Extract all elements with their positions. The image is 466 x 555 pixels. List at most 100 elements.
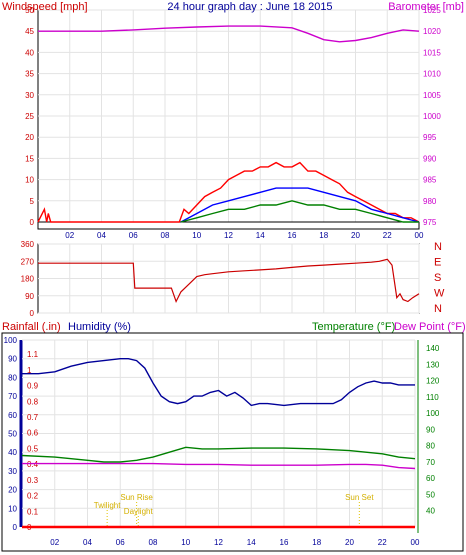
rain-y-tick: 0.4 bbox=[27, 460, 39, 469]
compass-label: E bbox=[434, 257, 441, 269]
barometer-y-label: Barometer [mb] bbox=[388, 1, 464, 13]
rain-y-tick: 0.7 bbox=[27, 413, 39, 422]
humidity-y-tick: 0 bbox=[13, 523, 18, 532]
temperature-y-tick: 120 bbox=[426, 377, 440, 386]
wind-x-tick: 20 bbox=[351, 231, 360, 240]
barometer-y-tick: 1000 bbox=[423, 112, 441, 121]
humidity-y-tick: 30 bbox=[8, 467, 17, 476]
rain-y-tick: 0.6 bbox=[27, 429, 39, 438]
bottom-x-tick: 02 bbox=[50, 538, 59, 547]
wind-y-tick: 40 bbox=[25, 48, 34, 57]
direction-y-tick: 180 bbox=[21, 275, 35, 284]
temperature-y-tick: 110 bbox=[426, 393, 439, 402]
rain-y-tick: 0.9 bbox=[27, 382, 39, 391]
bottom-x-tick: 00 bbox=[411, 538, 420, 547]
rain-y-tick: 0.8 bbox=[27, 397, 39, 406]
barometer-y-tick: 1025 bbox=[423, 6, 441, 15]
sun-annotation: Daylight bbox=[124, 507, 154, 516]
wind-x-tick: 14 bbox=[256, 231, 265, 240]
compass-label: N bbox=[434, 303, 442, 315]
temperature-y-tick: 50 bbox=[426, 490, 435, 499]
bottom-x-tick: 16 bbox=[280, 538, 289, 547]
sun-annotation: Sun Rise bbox=[120, 493, 153, 502]
wind-y-tick: 5 bbox=[30, 197, 35, 206]
temperature-y-tick: 140 bbox=[426, 344, 440, 353]
temperature-y-tick: 90 bbox=[426, 425, 435, 434]
bottom-x-tick: 22 bbox=[378, 538, 387, 547]
series-line-windspeed-mph- bbox=[37, 161, 420, 223]
bottom-x-tick: 18 bbox=[312, 538, 321, 547]
bottom-x-tick: 06 bbox=[116, 538, 125, 547]
temperature-label: Temperature (°F) bbox=[312, 321, 395, 333]
temperature-y-tick: 130 bbox=[426, 360, 440, 369]
series-line-gust bbox=[180, 187, 420, 223]
wind-y-tick: 50 bbox=[25, 6, 34, 15]
direction-y-tick: 90 bbox=[25, 292, 34, 301]
series-line-humidity- bbox=[22, 358, 415, 407]
rain-y-tick: 0.1 bbox=[27, 507, 39, 516]
bottom-x-tick: 10 bbox=[181, 538, 190, 547]
humidity-y-tick: 70 bbox=[8, 392, 17, 401]
barometer-y-tick: 1015 bbox=[423, 48, 441, 57]
dewpoint-label: Dew Point (°F) bbox=[394, 321, 466, 333]
direction-y-tick: 360 bbox=[21, 240, 35, 249]
temperature-y-tick: 70 bbox=[426, 458, 435, 467]
wind-x-tick: 00 bbox=[415, 231, 424, 240]
direction-y-tick: 270 bbox=[21, 257, 35, 266]
wind-y-tick: 30 bbox=[25, 91, 34, 100]
compass-label: W bbox=[434, 288, 445, 300]
wind-y-tick: 0 bbox=[30, 218, 35, 227]
series-line-temperature-f- bbox=[21, 446, 416, 463]
sun-annotation: Sun Set bbox=[345, 493, 374, 502]
wind-y-label: Windspeed [mph] bbox=[2, 1, 88, 13]
humidity-y-tick: 50 bbox=[8, 430, 17, 439]
rain-label: Rainfall (.in) bbox=[2, 321, 61, 333]
barometer-y-tick: 1010 bbox=[423, 70, 441, 79]
rain-y-tick: 1.1 bbox=[27, 350, 39, 359]
barometer-y-tick: 1020 bbox=[423, 27, 441, 36]
rain-y-tick: 1 bbox=[27, 366, 32, 375]
temperature-y-tick: 80 bbox=[426, 442, 435, 451]
series-line-dew-point-f- bbox=[22, 462, 416, 470]
bottom-x-tick: 12 bbox=[214, 538, 223, 547]
series-line-barometer-mb- bbox=[38, 25, 420, 43]
humidity-y-tick: 80 bbox=[8, 373, 17, 382]
barometer-y-tick: 985 bbox=[423, 176, 437, 185]
barometer-y-tick: 1005 bbox=[423, 91, 441, 100]
sun-annotation: Twilight bbox=[94, 501, 121, 510]
wind-x-tick: 16 bbox=[288, 231, 297, 240]
wind-x-tick: 08 bbox=[161, 231, 170, 240]
series-line-average bbox=[180, 200, 419, 223]
bottom-x-tick: 08 bbox=[149, 538, 158, 547]
temperature-panel-frame bbox=[1, 332, 464, 552]
wind-x-tick: 02 bbox=[65, 231, 74, 240]
series-line-wind-direction bbox=[38, 258, 420, 304]
wind-y-tick: 15 bbox=[25, 154, 34, 163]
rain-y-tick: 0.3 bbox=[27, 476, 39, 485]
wind-x-tick: 04 bbox=[97, 231, 106, 240]
barometer-y-tick: 990 bbox=[423, 154, 437, 163]
wind-y-tick: 25 bbox=[25, 112, 34, 121]
bottom-x-tick: 20 bbox=[345, 538, 354, 547]
direction-y-tick: 0 bbox=[30, 309, 35, 318]
bottom-x-tick: 04 bbox=[83, 538, 92, 547]
compass-label: N bbox=[434, 241, 442, 253]
barometer-y-tick: 995 bbox=[423, 133, 437, 142]
humidity-y-tick: 40 bbox=[8, 448, 17, 457]
barometer-y-tick: 975 bbox=[423, 218, 437, 227]
wind-y-tick: 10 bbox=[25, 176, 34, 185]
compass-label: S bbox=[434, 272, 441, 284]
humidity-y-tick: 100 bbox=[4, 336, 18, 345]
wind-x-tick: 06 bbox=[129, 231, 138, 240]
temperature-y-tick: 60 bbox=[426, 474, 435, 483]
wind-x-tick: 10 bbox=[192, 231, 201, 240]
humidity-y-tick: 90 bbox=[8, 355, 17, 364]
rain-y-tick: 0.2 bbox=[27, 492, 39, 501]
humidity-y-tick: 10 bbox=[8, 504, 17, 513]
chart-title: 24 hour graph day : June 18 2015 bbox=[167, 1, 332, 13]
wind-y-tick: 45 bbox=[25, 27, 34, 36]
wind-x-tick: 22 bbox=[383, 231, 392, 240]
wind-x-tick: 12 bbox=[224, 231, 233, 240]
bottom-x-tick: 14 bbox=[247, 538, 256, 547]
